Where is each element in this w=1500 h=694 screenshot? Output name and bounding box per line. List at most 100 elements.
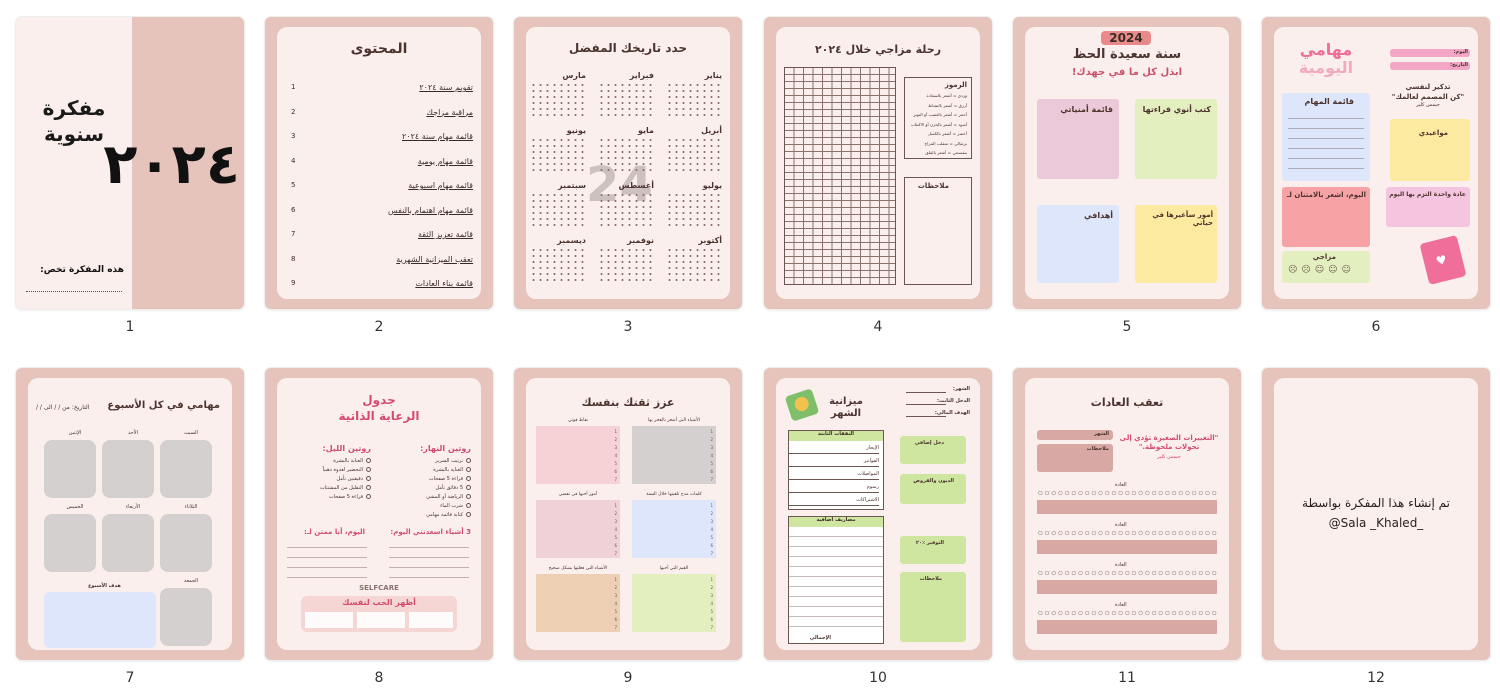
- fixed-expense-item: المواصلات: [789, 471, 879, 480]
- total-label: الإجمالي: [809, 635, 831, 641]
- checkbox-icon[interactable]: [466, 476, 471, 481]
- day-box: [160, 440, 212, 498]
- legend-item: أزرق = أشعر بالنشاط: [928, 102, 967, 108]
- date-field[interactable]: التاريخ:: [1390, 62, 1470, 70]
- page-thumbnail-9[interactable]: عزز ثقتك بنفسك الأشياء التي أشعر بالفخر …: [514, 368, 742, 686]
- habit-box: عادة واحدة التزم بها اليوم: [1386, 187, 1470, 227]
- cover-title: مفكرة سنوية: [42, 96, 106, 146]
- checkbox-icon[interactable]: [366, 476, 371, 481]
- checklist-label: التقليل من المشتتات: [319, 485, 363, 491]
- confidence-box-label: الأشياء التي أشعر بالفخر بها: [648, 418, 700, 423]
- checklist-item: قراءة 5 صفحات: [381, 476, 471, 482]
- cover-year: ٢٠٢٤: [103, 132, 240, 197]
- checkbox-icon[interactable]: [366, 494, 371, 499]
- toc-item-label: قائمة مهام يومية: [417, 156, 473, 166]
- savings-label: التوفير ٪٢٠: [915, 540, 944, 546]
- page-thumbnail-3[interactable]: حدد تاريخك المفضل 24 يناير فبراير مارس أبري…: [514, 17, 742, 335]
- tasks-label: قائمة المهام: [1304, 97, 1354, 106]
- confidence-box: 1 2 3 4 5 6 7: [632, 500, 716, 558]
- budget-notes-box: ملاحظات: [900, 572, 966, 642]
- page-thumbnail-11[interactable]: تعقب العادات الشهر ملاحظات "التغييرات ال…: [1013, 368, 1241, 686]
- checklist-item: كتابة قائمة مهامي: [381, 512, 471, 518]
- day-field[interactable]: اليوم:: [1390, 49, 1470, 57]
- page-number-9: 9: [623, 670, 633, 686]
- page-thumbnail-4[interactable]: رحلة مزاجي خلال ٢٠٢٤ الرموز وردي = أشعر …: [764, 17, 992, 335]
- toc-item: قائمة مهام اسبوعية 5: [291, 181, 473, 193]
- page-thumbnail-7[interactable]: مهامي في كل الأسبوع التاريخ: من / / الى …: [16, 368, 244, 686]
- calendar-month: أغسطس: [598, 181, 654, 226]
- line-number: 3: [710, 593, 713, 598]
- calendar-days-grid: [530, 247, 586, 281]
- weekly-date-label: التاريخ: من / / الى / /: [36, 404, 90, 411]
- calendar-days-grid: [666, 247, 722, 281]
- confidence-box: 1 2 3 4 5 6 7: [536, 574, 620, 632]
- week-goal-label: هدف الأسبوع: [88, 583, 121, 589]
- habit-quote: "التغييرات الصغيرة تؤدي إلى تحولات ملحوظ…: [1119, 434, 1219, 451]
- love-chips: [305, 612, 453, 628]
- page-thumbnail-12[interactable]: تم إنشاء هذا المفكرة بواسطة @Sala _Khale…: [1262, 368, 1490, 686]
- line-number: 5: [710, 609, 713, 614]
- calendar-month-name: نوفمبر: [627, 236, 654, 245]
- checkbox-icon[interactable]: [366, 485, 371, 490]
- line-number: 5: [710, 535, 713, 540]
- calendar-month-name: مايو: [638, 126, 654, 135]
- checkbox-icon[interactable]: [466, 503, 471, 508]
- calendar-month-name: أكتوبر: [698, 236, 722, 245]
- checklist-label: التحضير لغدوة ذهنياً: [322, 467, 363, 473]
- line-number: 7: [710, 477, 713, 482]
- line-number: 4: [710, 453, 713, 458]
- weekly-title: مهامي في كل الأسبوع: [107, 400, 220, 411]
- toc-item-number: 8: [291, 254, 296, 263]
- confidence-box: 1 2 3 4 5 6 7: [632, 426, 716, 484]
- cover-side-panel: [132, 17, 244, 309]
- checkbox-icon[interactable]: [366, 467, 371, 472]
- line-number: 5: [614, 535, 617, 540]
- line-number: 6: [614, 617, 617, 622]
- calendar-month: يوليو: [666, 181, 722, 226]
- checkbox-icon[interactable]: [466, 458, 471, 463]
- confidence-box-label: نقاط قوتي: [568, 418, 588, 423]
- checklist-item: قراءة 5 صفحات: [281, 494, 371, 500]
- love-label: أظهر الحب لنفسك: [342, 598, 416, 607]
- habit-month-box: الشهر: [1037, 430, 1113, 440]
- checkbox-icon[interactable]: [466, 494, 471, 499]
- page-7-preview: مهامي في كل الأسبوع التاريخ: من / / الى …: [16, 368, 244, 660]
- lucky-year-subtitle: ابذل كل ما في جهدك!: [1071, 67, 1183, 78]
- checkbox-icon[interactable]: [466, 512, 471, 517]
- calendar-month: نوفمبر: [598, 236, 654, 281]
- thankful-label: اليوم، أنا ممتن لـ:: [303, 528, 365, 536]
- checklist-label: العناية بالبشرة: [433, 467, 463, 473]
- toc-item-number: 3: [291, 132, 296, 140]
- line-number: 2: [710, 585, 713, 590]
- checkbox-icon[interactable]: [366, 458, 371, 463]
- page-thumbnail-10[interactable]: ميزانية الشهر الشهر: الدخل الثابت: الهدف…: [764, 368, 992, 686]
- page-thumbnail-6[interactable]: مهامي اليومية اليوم: التاريخ: تذكير لنفس…: [1262, 17, 1490, 335]
- date-label: التاريخ:: [1450, 62, 1468, 68]
- page-thumbnail-1[interactable]: مفكرة سنوية ٢٠٢٤ هذه المفكرة تخص: 1: [16, 17, 244, 335]
- page-thumbnail-2[interactable]: المحتوى تقويم سنة ٢٠٢٤ 1 مراقبة مزاجك 2 قائم…: [265, 17, 493, 335]
- year-badge: 2024: [1101, 31, 1151, 45]
- legend-item: برتقالي = متقلب المزاج: [924, 140, 967, 146]
- extra-label: مصاريف اضافية: [789, 517, 883, 527]
- checkbox-icon[interactable]: [466, 485, 471, 490]
- page-thumbnail-8[interactable]: جدول الرعاية الذاتية روتين النهار: روتين…: [265, 368, 493, 686]
- toc-item: قائمة بناء العادات 9: [291, 279, 473, 291]
- habit-name-label: العادة: [1115, 562, 1127, 568]
- checkbox-icon[interactable]: [466, 467, 471, 472]
- page-thumbnail-5[interactable]: 2024 سنة سعيدة الحظ ابذل كل ما في جهدك! …: [1013, 17, 1241, 335]
- line-number: 3: [614, 445, 617, 450]
- week-goal-box: [44, 592, 156, 648]
- fixed-expense-item: رسوم: [789, 484, 879, 493]
- toc-item-label: قائمة بناء العادات: [415, 279, 473, 288]
- day-label: الثلاثاء: [184, 504, 198, 510]
- toc-item-label: قائمة تعزيز الثقة: [417, 230, 473, 239]
- credit-line-1: تم إنشاء هذا المفكرة بواسطة: [1302, 496, 1450, 510]
- toc-item-number: 6: [291, 205, 296, 214]
- page-8-preview: جدول الرعاية الذاتية روتين النهار: روتين…: [265, 368, 493, 660]
- habit-quote-author: جيمس كلير: [1157, 454, 1181, 460]
- credit-line-2: @Sala _Khaled_: [1328, 516, 1424, 530]
- confidence-box-label: أمور أحبها في نفسي: [558, 492, 598, 497]
- habit-day-circles: [1037, 530, 1217, 536]
- line-number: 7: [710, 551, 713, 556]
- page-3-preview: حدد تاريخك المفضل 24 يناير فبراير مارس أبري…: [514, 17, 742, 309]
